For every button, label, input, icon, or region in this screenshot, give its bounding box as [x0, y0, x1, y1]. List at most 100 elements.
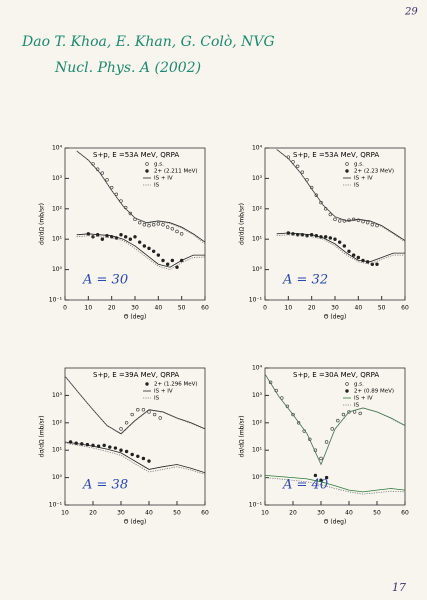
y-tick-label: 10³: [52, 175, 63, 182]
data-point: [156, 222, 161, 226]
y-tick-label: 10⁴: [252, 365, 263, 372]
legend-marker: [345, 389, 349, 393]
data-point: [333, 217, 337, 222]
annotation: A = 30: [82, 273, 128, 288]
data-point: [319, 200, 323, 205]
y-tick-label: 10¹: [52, 236, 63, 243]
curve: [264, 373, 406, 466]
plot-frame: [64, 367, 206, 506]
legend-marker: [145, 169, 149, 173]
data-point: [133, 235, 137, 239]
data-point: [356, 255, 361, 260]
legend-label: IS: [354, 403, 360, 409]
curve: [276, 149, 406, 243]
y-tick-label: 10⁻¹: [249, 297, 263, 304]
data-point: [128, 211, 133, 216]
y-tick-label: 10²: [252, 205, 263, 212]
data-point: [119, 427, 123, 431]
x-tick-label: 40: [145, 510, 153, 517]
x-tick-label: 60: [201, 510, 209, 517]
data-point: [333, 237, 337, 241]
data-point: [100, 237, 105, 241]
data-point: [291, 412, 295, 417]
data-point: [330, 427, 334, 431]
data-point: [336, 418, 340, 423]
x-axis-label: Θ (deg): [124, 519, 147, 526]
annotation: A = 38: [82, 478, 128, 493]
legend-label: IS + IV: [154, 389, 173, 395]
curve: [264, 475, 406, 493]
data-point: [147, 459, 151, 463]
y-axis-label: dσ/dΩ (mb/sr): [239, 203, 246, 245]
data-point: [119, 233, 123, 237]
plot-frame: [264, 367, 406, 506]
legend-label: 2+ (2.23 MeV): [354, 169, 394, 175]
legend-label: g.s.: [354, 162, 364, 168]
data-point: [124, 421, 129, 425]
data-point: [328, 212, 333, 217]
y-tick-label: 10⁻¹: [249, 502, 263, 509]
data-point: [295, 164, 300, 169]
authors: Dao T. Khoa, E. Khan, G. Colò, NVG: [21, 34, 275, 50]
y-tick-label: 10⁰: [252, 474, 263, 481]
legend-label: 2+ (0.89 MeV): [354, 389, 394, 395]
x-tick-label: 50: [173, 510, 181, 517]
data-point: [156, 253, 161, 257]
x-tick-label: 20: [89, 510, 97, 517]
data-point: [337, 240, 342, 244]
chart-title: S+p, E =30A MeV, QRPA: [293, 371, 379, 379]
x-tick-label: 10: [285, 305, 293, 312]
data-point: [324, 440, 329, 444]
data-point: [151, 222, 156, 227]
x-tick-label: 0: [63, 305, 67, 312]
data-point: [370, 262, 375, 266]
data-point: [142, 244, 147, 248]
x-tick-label: 30: [317, 510, 325, 517]
legend-label: IS: [154, 183, 160, 189]
data-point: [161, 258, 165, 263]
data-point: [300, 170, 305, 174]
x-tick-label: 10: [261, 510, 269, 517]
data-point: [175, 265, 179, 269]
data-point: [313, 473, 318, 478]
y-tick-label: 10⁻¹: [49, 297, 63, 304]
x-tick-label: 50: [378, 305, 386, 312]
legend-label: g.s.: [154, 162, 164, 168]
curve: [276, 232, 405, 263]
data-point: [137, 240, 142, 244]
legend-label: IS + IV: [354, 396, 373, 402]
y-tick-label: 10³: [52, 392, 63, 399]
y-tick-label: 10⁰: [252, 266, 263, 273]
y-tick-label: 10⁰: [52, 266, 63, 273]
data-point: [351, 253, 356, 257]
data-point: [296, 421, 301, 425]
x-axis-label: Θ (deg): [324, 314, 347, 321]
data-point: [119, 448, 123, 452]
curve: [276, 234, 405, 265]
y-axis-label: dσ/dΩ (mb/sr): [39, 203, 46, 245]
y-axis-label: dσ/dΩ (mb/sr): [239, 416, 246, 458]
x-tick-label: 10: [85, 305, 93, 312]
data-point: [108, 445, 112, 449]
y-tick-label: 10³: [252, 175, 263, 182]
x-tick-label: 40: [155, 305, 163, 312]
y-axis-label: dσ/dΩ (mb/sr): [39, 416, 46, 458]
x-tick-label: 20: [108, 305, 116, 312]
curve: [64, 442, 206, 475]
x-tick-label: 30: [131, 305, 139, 312]
legend-label: 2+ (1.296 MeV): [154, 382, 198, 388]
x-tick-label: 50: [373, 510, 381, 517]
legend-marker: [345, 382, 349, 386]
data-point: [170, 227, 175, 231]
y-tick-label: 10²: [52, 419, 63, 426]
legend-marker: [345, 169, 349, 173]
x-tick-label: 0: [263, 305, 267, 312]
data-point: [102, 443, 106, 448]
legend-label: IS + IV: [354, 176, 373, 182]
chart-title: S+p, E =53A MeV, QRPA: [93, 151, 179, 159]
curve: [76, 233, 205, 268]
annotation: A = 32: [282, 273, 328, 288]
data-point: [137, 220, 142, 225]
data-point: [358, 411, 362, 416]
